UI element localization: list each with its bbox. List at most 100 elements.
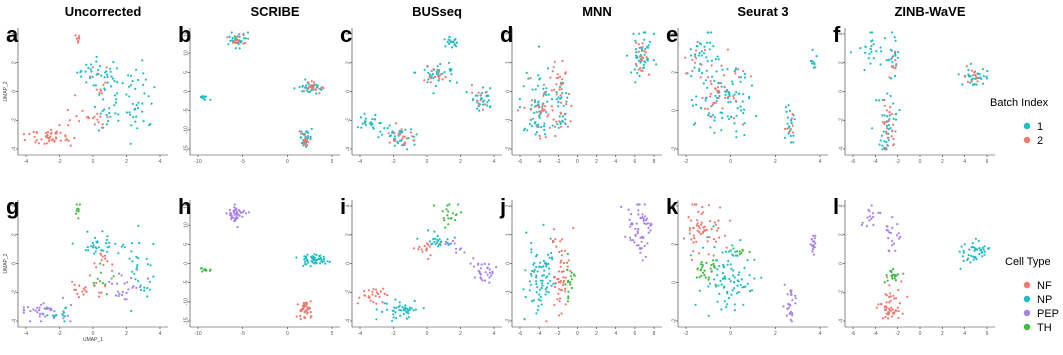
scatter-point: [696, 222, 699, 225]
scatter-point: [528, 280, 532, 283]
scatter-point: [78, 34, 81, 38]
scatter-point: [544, 136, 547, 139]
scatter-point: [75, 115, 78, 118]
scatter-point: [706, 107, 709, 110]
scatter-point: [695, 224, 699, 227]
scatter-point: [309, 138, 312, 141]
scatter-point: [707, 276, 711, 279]
scatter-point: [94, 246, 97, 249]
scatter-point: [735, 130, 738, 133]
scatter-point: [106, 119, 110, 123]
scatter-point: [564, 287, 567, 290]
scatter-point: [689, 54, 693, 57]
panel-letter-f: f: [833, 22, 841, 47]
scatter-point: [446, 40, 449, 44]
scatter-point: [112, 275, 115, 278]
scatter-point: [404, 307, 407, 310]
scatter-point: [864, 45, 867, 48]
scatter-point: [201, 270, 204, 273]
scatter-point: [375, 288, 378, 291]
scatter-point: [981, 255, 984, 258]
scatter-point: [22, 311, 25, 314]
scatter-point: [889, 309, 893, 312]
scatter-point: [393, 132, 396, 135]
scatter-point: [557, 270, 561, 273]
points-l: [860, 204, 991, 320]
scatter-point: [624, 235, 627, 238]
scatter-point: [813, 62, 816, 65]
scatter-point: [703, 52, 706, 55]
scatter-point: [408, 308, 411, 311]
scatter-point: [714, 240, 717, 243]
scatter-point: [703, 45, 706, 48]
scatter-point: [789, 289, 792, 292]
scatter-point: [891, 60, 894, 64]
scatter-point: [637, 68, 640, 71]
scatter-point: [141, 110, 144, 113]
scatter-point: [555, 77, 558, 80]
scatter-point: [888, 76, 891, 79]
scatter-point: [560, 288, 563, 291]
scatter-point: [134, 278, 137, 281]
x-tick-label: 0: [92, 331, 95, 337]
scatter-point: [101, 255, 104, 258]
scatter-point: [699, 232, 702, 236]
scatter-point: [881, 148, 884, 151]
y-tick-label: 0: [839, 90, 845, 93]
scatter-point: [491, 270, 494, 273]
scatter-point: [518, 106, 522, 109]
scatter-point: [541, 103, 544, 106]
scatter-point: [742, 93, 745, 96]
scatter-point: [413, 71, 416, 74]
scatter-point: [381, 301, 384, 304]
scatter-point: [382, 287, 385, 290]
scatter-point: [309, 135, 312, 139]
scatter-point: [635, 244, 639, 247]
scatter-point: [549, 279, 552, 282]
scatter-point: [975, 258, 978, 261]
scatter-point: [471, 98, 475, 102]
scatter-point: [540, 286, 543, 290]
x-tick-label: -2: [684, 331, 689, 337]
scatter-point: [454, 247, 458, 250]
scatter-point: [729, 100, 732, 103]
scatter-point: [694, 303, 697, 306]
scatter-point: [703, 269, 706, 272]
scatter-point: [570, 286, 574, 290]
scatter-point: [726, 292, 729, 295]
scatter-point: [46, 314, 49, 317]
scatter-point: [644, 51, 647, 54]
scatter-point: [701, 205, 704, 209]
scatter-point: [694, 55, 697, 58]
scatter-point: [700, 107, 703, 110]
scatter-point: [554, 281, 557, 285]
x-tick-label: 0: [729, 331, 732, 337]
scatter-point: [887, 124, 891, 127]
scatter-point: [479, 277, 483, 280]
scatter-point: [706, 240, 709, 243]
scatter-point: [884, 121, 887, 124]
scatter-point: [93, 115, 96, 118]
scatter-point: [135, 266, 138, 269]
scatter-point: [87, 117, 91, 120]
scatter-point: [388, 135, 391, 138]
scatter-point: [698, 51, 701, 55]
scatter-point: [700, 54, 703, 57]
scatter-point: [399, 133, 402, 136]
scatter-point: [872, 57, 875, 60]
scatter-point: [883, 281, 886, 284]
scatter-point: [114, 101, 117, 104]
scatter-point: [983, 245, 986, 248]
scatter-point: [391, 131, 394, 134]
scatter-point: [716, 89, 719, 92]
scatter-point: [894, 130, 897, 133]
scatter-point: [545, 262, 548, 265]
scatter-point: [91, 66, 94, 69]
scatter-point: [564, 276, 567, 279]
scatter-point: [726, 89, 729, 92]
scatter-point: [696, 219, 699, 222]
y-tick-label: 2: [672, 243, 678, 246]
scatter-point: [562, 261, 566, 265]
scatter-point: [567, 297, 570, 300]
